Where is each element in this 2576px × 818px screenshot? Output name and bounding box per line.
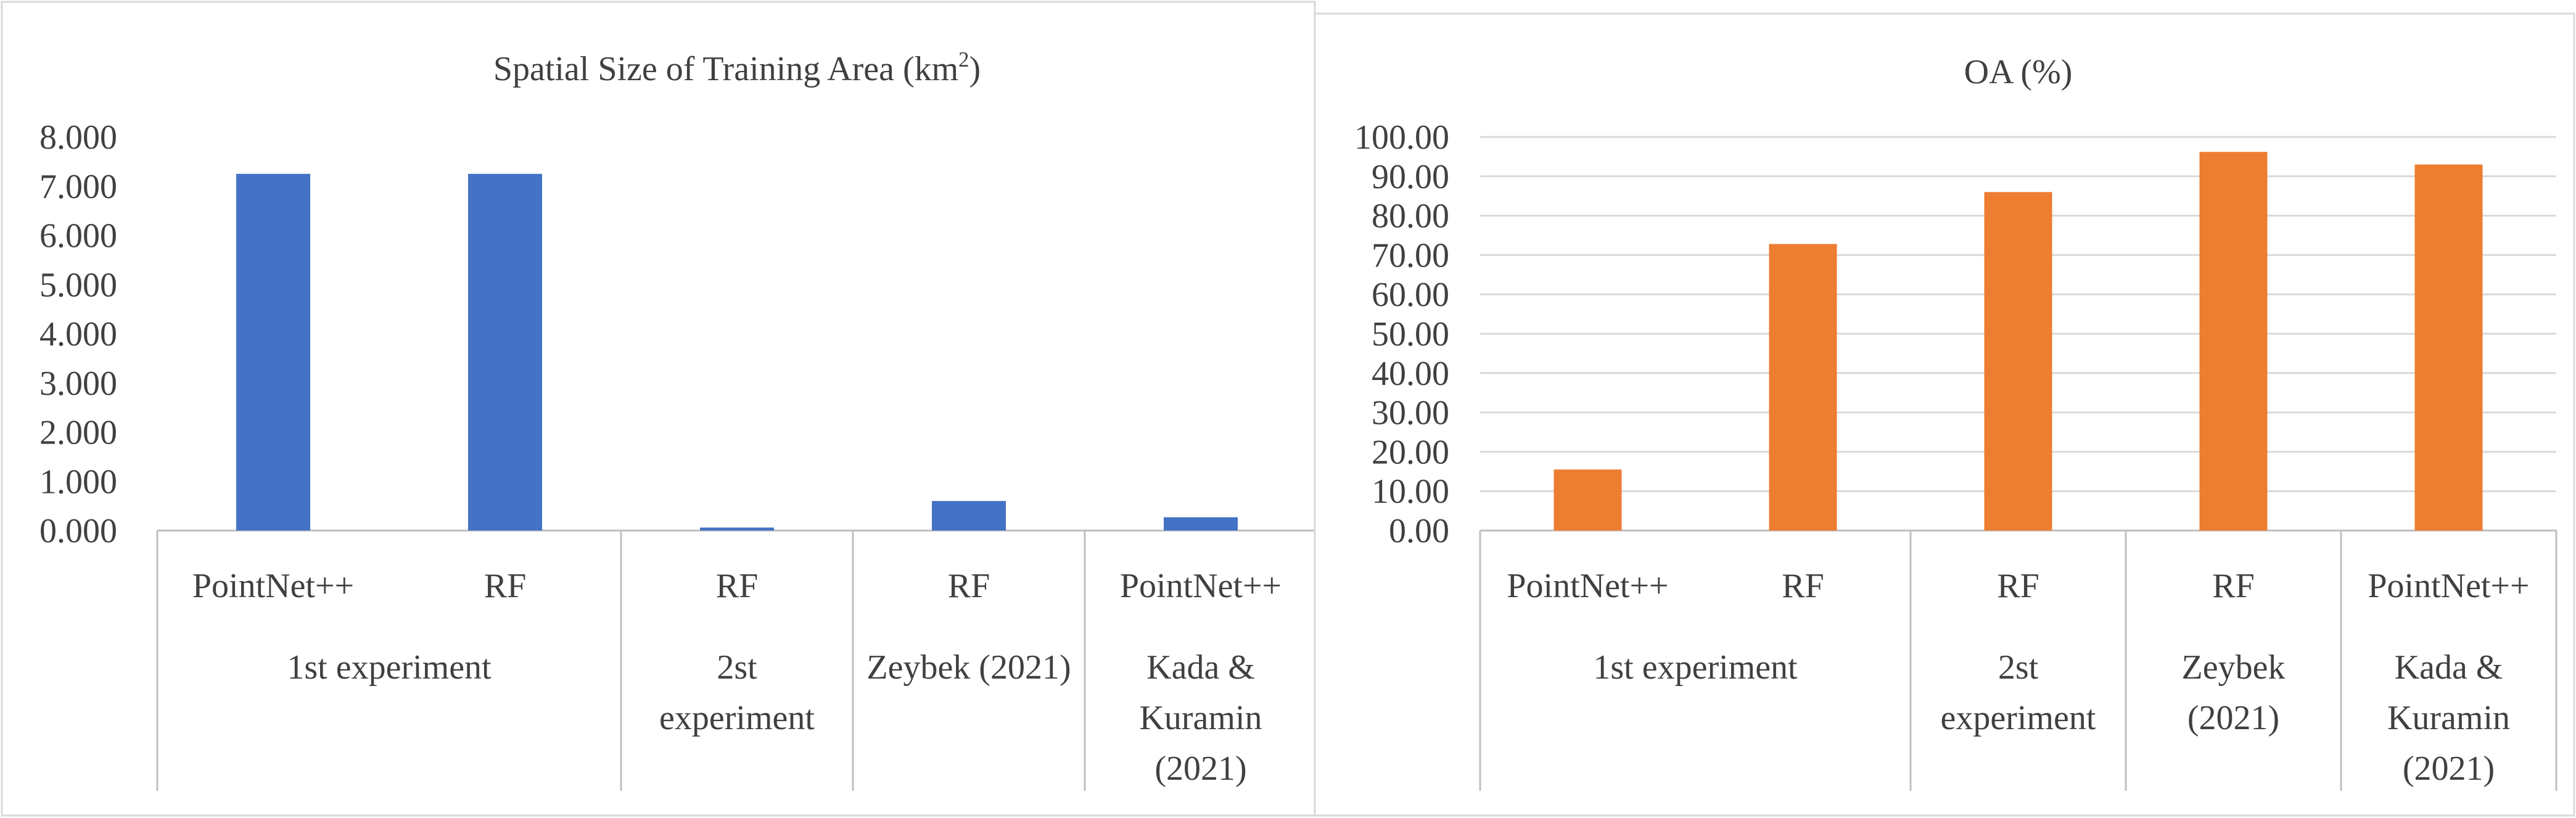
group-label: (2021) (2187, 699, 2279, 737)
category-label: PointNet++ (1507, 567, 1668, 605)
y-tick-label: 90.00 (1372, 158, 1449, 196)
y-tick-label: 10.00 (1372, 473, 1449, 511)
y-tick-label: 6.000 (39, 217, 117, 255)
y-tick-label: 0.000 (39, 512, 117, 550)
bar (932, 501, 1006, 531)
chart-frame (1, 1, 1316, 817)
chart-title: OA (%) (1964, 53, 2073, 91)
category-label: RF (948, 567, 990, 605)
bar (236, 173, 310, 531)
group-label: 1st experiment (287, 648, 492, 687)
y-tick-label: 7.000 (39, 168, 117, 206)
category-label: RF (484, 567, 527, 605)
bar (1769, 244, 1837, 531)
group-label: experiment (1941, 699, 2096, 737)
category-label: RF (2212, 567, 2255, 605)
chart-frame (1314, 12, 2575, 817)
y-tick-label: 60.00 (1372, 276, 1449, 314)
y-tick-label: 5.000 (39, 266, 117, 304)
bar (1984, 192, 2052, 531)
y-tick-label: 1.000 (39, 463, 117, 501)
group-label: 1st experiment (1593, 648, 1798, 687)
y-tick-label: 40.00 (1372, 355, 1449, 393)
category-label: RF (1782, 567, 1824, 605)
category-label: PointNet++ (192, 567, 354, 605)
bar (2414, 164, 2483, 531)
group-label: Kuramin (1139, 699, 1262, 737)
y-tick-label: 4.000 (39, 315, 117, 353)
y-tick-label: 30.00 (1372, 394, 1449, 432)
bar (1553, 469, 1622, 531)
bar (2199, 152, 2268, 531)
bar (468, 173, 542, 531)
y-tick-label: 80.00 (1372, 197, 1449, 236)
y-tick-label: 2.000 (39, 414, 117, 452)
bar (700, 527, 774, 531)
y-tick-label: 100.00 (1354, 118, 1449, 157)
group-label: Zeybek (2182, 648, 2286, 687)
chart-panel-1: Spatial Size of Training Area (km2) 0.000… (1, 1, 1318, 817)
group-label: Zeybek (2021) (866, 648, 1071, 687)
chart-title: Spatial Size of Training Area (km2) (493, 48, 981, 88)
category-label: PointNet++ (2368, 567, 2529, 605)
category-label: PointNet++ (1120, 567, 1282, 605)
group-label: Kada & (2395, 648, 2503, 687)
y-tick-label: 0.00 (1389, 512, 1449, 550)
y-tick-label: 8.000 (39, 118, 117, 157)
bar (1164, 517, 1238, 531)
y-tick-label: 20.00 (1372, 433, 1449, 471)
group-label: experiment (659, 699, 815, 737)
group-label: Kada & (1146, 648, 1255, 687)
group-label: (2021) (2403, 750, 2495, 788)
category-label: RF (1997, 567, 2039, 605)
category-label: RF (716, 567, 759, 605)
group-label: 2st (717, 648, 757, 687)
y-tick-label: 50.00 (1372, 315, 1449, 353)
y-tick-label: 70.00 (1372, 236, 1449, 275)
group-label: Kuramin (2387, 699, 2510, 737)
y-tick-label: 3.000 (39, 365, 117, 403)
chart-panel-2: OA (%) 0.0010.0020.0030.0040.0050.0060.00… (1314, 12, 2575, 817)
group-label: (2021) (1154, 750, 1246, 788)
group-label: 2st (1998, 648, 2039, 687)
